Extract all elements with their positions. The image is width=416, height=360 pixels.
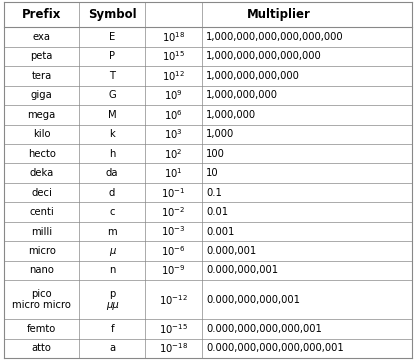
Text: nano: nano — [29, 265, 54, 275]
Text: f: f — [110, 324, 114, 334]
Text: $10^{9}$: $10^{9}$ — [164, 89, 183, 102]
Text: $10^{1}$: $10^{1}$ — [164, 166, 183, 180]
Text: $10^{-18}$: $10^{-18}$ — [159, 341, 188, 355]
Text: m: m — [107, 226, 117, 237]
Text: n: n — [109, 265, 115, 275]
Text: d: d — [109, 188, 115, 198]
Text: p: p — [109, 289, 115, 299]
Text: c: c — [109, 207, 115, 217]
Text: 0.1: 0.1 — [206, 188, 222, 198]
Text: atto: atto — [32, 343, 52, 353]
Text: $10^{-6}$: $10^{-6}$ — [161, 244, 186, 258]
Text: μμ: μμ — [106, 301, 119, 310]
Text: tera: tera — [32, 71, 52, 81]
Text: Prefix: Prefix — [22, 8, 62, 21]
Text: kilo: kilo — [33, 129, 50, 139]
Text: $10^{6}$: $10^{6}$ — [164, 108, 183, 122]
Text: h: h — [109, 149, 115, 159]
Text: milli: milli — [31, 226, 52, 237]
Text: $10^{-2}$: $10^{-2}$ — [161, 205, 186, 219]
Text: $10^{2}$: $10^{2}$ — [164, 147, 183, 161]
Text: 0.001: 0.001 — [206, 226, 234, 237]
Text: $10^{3}$: $10^{3}$ — [164, 127, 183, 141]
Text: 1,000,000,000,000,000: 1,000,000,000,000,000 — [206, 51, 322, 62]
Text: 0.01: 0.01 — [206, 207, 228, 217]
Text: P: P — [109, 51, 115, 62]
Text: 10: 10 — [206, 168, 218, 178]
Text: micro: micro — [28, 246, 56, 256]
Text: 1,000: 1,000 — [206, 129, 234, 139]
Text: E: E — [109, 32, 115, 42]
Text: $10^{-9}$: $10^{-9}$ — [161, 264, 186, 277]
Text: a: a — [109, 343, 115, 353]
Text: $10^{12}$: $10^{12}$ — [162, 69, 185, 83]
Text: M: M — [108, 110, 116, 120]
Text: da: da — [106, 168, 119, 178]
Text: pico
micro micro: pico micro micro — [12, 289, 71, 310]
Text: 1,000,000: 1,000,000 — [206, 110, 256, 120]
Text: deci: deci — [31, 188, 52, 198]
Text: T: T — [109, 71, 115, 81]
Text: Symbol: Symbol — [88, 8, 136, 21]
Text: 0.000,000,000,000,000,001: 0.000,000,000,000,000,001 — [206, 343, 344, 353]
Text: 1,000,000,000,000,000,000: 1,000,000,000,000,000,000 — [206, 32, 344, 42]
Text: exa: exa — [33, 32, 51, 42]
Text: $10^{15}$: $10^{15}$ — [162, 50, 185, 63]
Text: Multiplier: Multiplier — [246, 8, 310, 21]
Text: hecto: hecto — [28, 149, 56, 159]
Text: 0.000,000,000,001: 0.000,000,000,001 — [206, 294, 300, 305]
Text: peta: peta — [30, 51, 53, 62]
Text: 1,000,000,000,000: 1,000,000,000,000 — [206, 71, 300, 81]
Text: deka: deka — [30, 168, 54, 178]
Text: $10^{18}$: $10^{18}$ — [162, 30, 185, 44]
Text: G: G — [108, 90, 116, 100]
Text: 0.000,000,000,000,001: 0.000,000,000,000,001 — [206, 324, 322, 334]
Text: $10^{-1}$: $10^{-1}$ — [161, 186, 186, 199]
Text: $10^{-12}$: $10^{-12}$ — [159, 293, 188, 306]
Text: $10^{-15}$: $10^{-15}$ — [159, 322, 188, 336]
Text: 100: 100 — [206, 149, 225, 159]
Text: femto: femto — [27, 324, 56, 334]
Text: μ: μ — [109, 246, 115, 256]
Text: k: k — [109, 129, 115, 139]
Text: mega: mega — [27, 110, 56, 120]
Text: 1,000,000,000: 1,000,000,000 — [206, 90, 278, 100]
Text: 0.000,000,001: 0.000,000,001 — [206, 265, 278, 275]
Text: $10^{-3}$: $10^{-3}$ — [161, 225, 186, 238]
Text: 0.000,001: 0.000,001 — [206, 246, 256, 256]
Text: giga: giga — [31, 90, 52, 100]
Text: centi: centi — [30, 207, 54, 217]
